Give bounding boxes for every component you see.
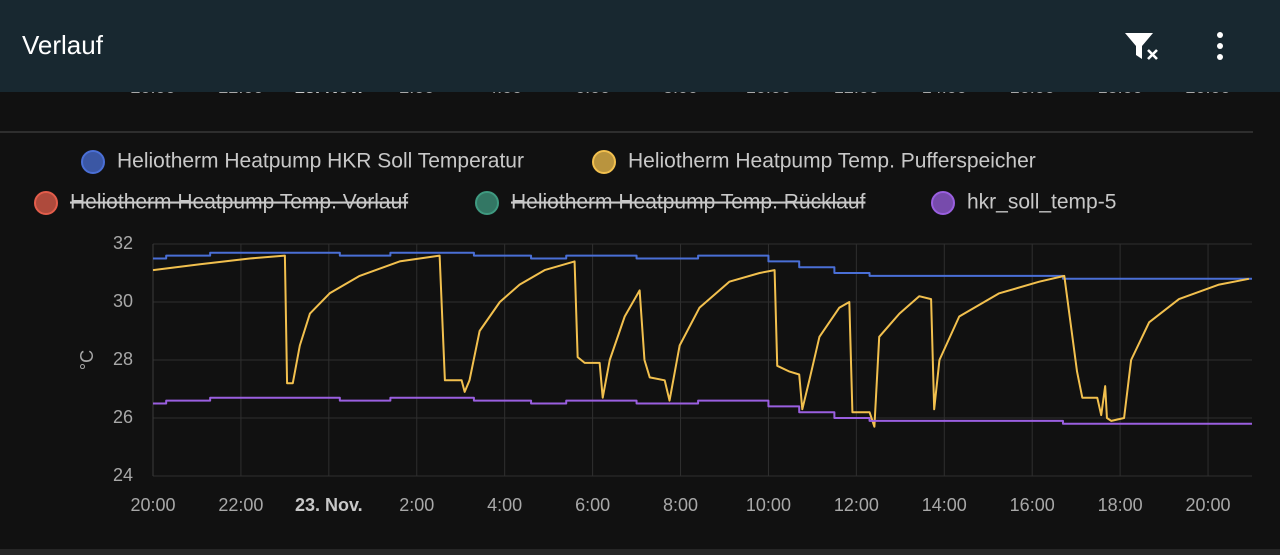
series-line — [152, 254, 1250, 428]
legend-swatch — [592, 150, 616, 174]
y-tick-label: 30 — [113, 291, 133, 311]
series-line — [153, 396, 1252, 425]
y-tick-label: 24 — [113, 465, 133, 485]
legend-label: Heliotherm Heatpump Temp. Vorlauf — [70, 191, 408, 214]
legend-swatch — [475, 191, 499, 215]
legend-label: Heliotherm Heatpump HKR Soll Temperatur — [117, 150, 524, 173]
legend-swatch — [931, 191, 955, 215]
app-header — [0, 0, 1280, 92]
menu-button[interactable] — [1217, 32, 1223, 60]
x-tick-label: 20:00 — [130, 495, 175, 515]
menu-dot — [1217, 54, 1223, 60]
x-tick-label: 10:00 — [746, 495, 791, 515]
legend-swatch — [34, 191, 58, 215]
legend-item[interactable]: Heliotherm Heatpump HKR Soll Temperatur — [81, 150, 524, 174]
header-title: Verlauf — [22, 30, 104, 60]
menu-dot — [1217, 43, 1223, 49]
y-tick-label: 28 — [113, 349, 133, 369]
legend-swatch — [81, 150, 105, 174]
clear-icon — [1147, 49, 1158, 60]
divider — [0, 131, 1253, 133]
y-tick-label: 26 — [113, 407, 133, 427]
x-tick-label: 4:00 — [487, 495, 522, 515]
x-tick-label: 23. Nov. — [295, 495, 363, 515]
legend-label: Heliotherm Heatpump Temp. Pufferspeicher — [628, 150, 1036, 173]
x-tick-label: 6:00 — [575, 495, 610, 515]
x-tick-label: 8:00 — [663, 495, 698, 515]
y-axis-label: °C — [77, 350, 97, 370]
series-line — [153, 251, 1252, 280]
filter-icon — [1125, 33, 1153, 59]
x-tick-label: 22:00 — [218, 495, 263, 515]
menu-dot — [1217, 32, 1223, 38]
x-tick-label: 12:00 — [834, 495, 879, 515]
x-tick-label: 2:00 — [399, 495, 434, 515]
x-tick-label: 20:00 — [1186, 495, 1231, 515]
filter-clear-button[interactable] — [1125, 33, 1158, 60]
legend-label: hkr_soll_temp-5 — [967, 191, 1116, 214]
legend-item[interactable]: hkr_soll_temp-5 — [931, 191, 1116, 215]
x-tick-label: 16:00 — [1010, 495, 1055, 515]
x-tick-label: 18:00 — [1098, 495, 1143, 515]
legend-label: Heliotherm Heatpump Temp. Rücklauf — [511, 191, 866, 214]
legend-item[interactable]: Heliotherm Heatpump Temp. Pufferspeicher — [592, 150, 1036, 174]
y-tick-label: 32 — [113, 233, 133, 253]
divider — [0, 549, 1280, 555]
legend-item[interactable]: Heliotherm Heatpump Temp. Rücklauf — [475, 191, 866, 215]
legend-item[interactable]: Heliotherm Heatpump Temp. Vorlauf — [34, 191, 408, 215]
x-tick-label: 14:00 — [922, 495, 967, 515]
